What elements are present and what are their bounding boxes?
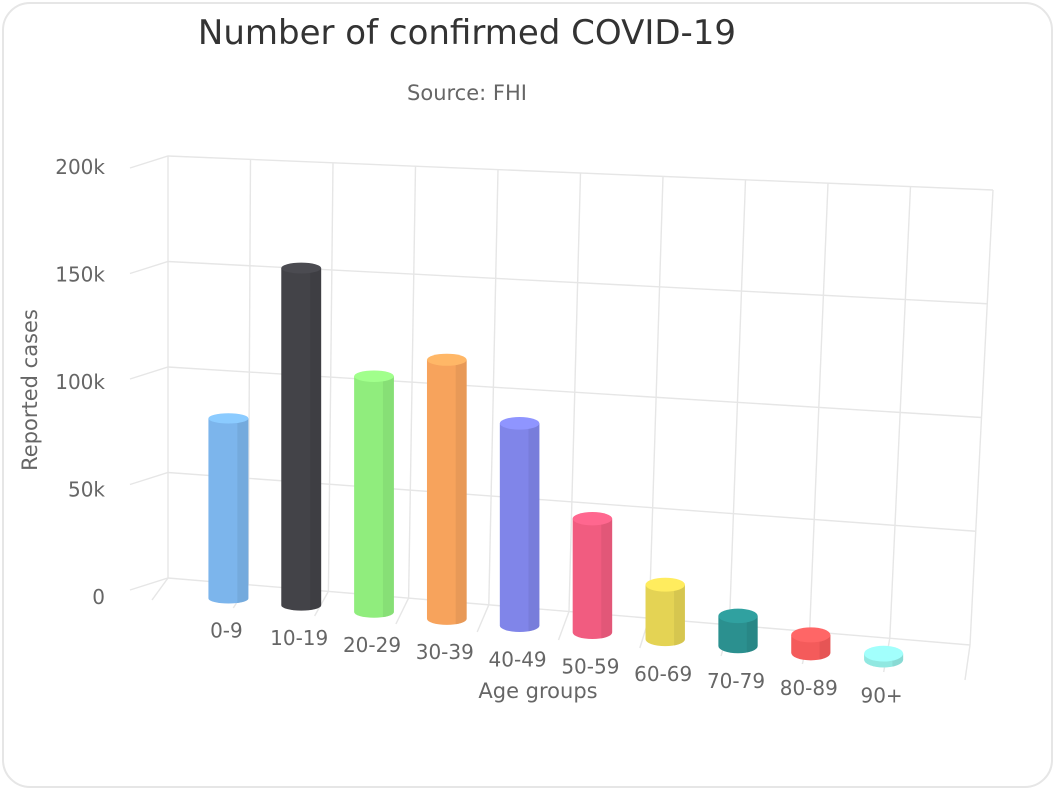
x-tick-label: 40-49: [489, 647, 547, 671]
bar[interactable]: [208, 413, 249, 604]
gridline: [728, 179, 747, 625]
gridline: [129, 155, 994, 191]
gridline: [129, 577, 971, 646]
bar[interactable]: [354, 370, 394, 618]
bar[interactable]: [718, 608, 758, 654]
gridline: [488, 169, 499, 605]
y-tick-label: 150k: [55, 263, 105, 287]
bar[interactable]: [281, 262, 322, 611]
gridline: [648, 176, 664, 619]
chart-title: Number of confirmed COVID-19: [198, 13, 736, 53]
gridline: [407, 166, 417, 599]
x-tick-label: 80-89: [780, 676, 838, 700]
gridline: [568, 172, 582, 612]
gridline: [247, 159, 252, 585]
x-axis-ticks: 0-9 10-19 20-29 30-39 40-49 50-59 60-69 70-79 80…: [210, 619, 903, 708]
gridlines: [129, 155, 994, 681]
chart-subtitle: Source: FHI: [407, 81, 527, 105]
x-tick-label: 10-19: [270, 626, 328, 650]
y-tick-label: 100k: [55, 370, 105, 394]
bar[interactable]: [426, 353, 467, 625]
y-axis-title: Reported cases: [18, 309, 42, 471]
y-tick-label: 50k: [68, 478, 105, 502]
x-tick-label: 20-29: [343, 633, 401, 657]
bar[interactable]: [645, 577, 685, 647]
x-tick-label: 50-59: [561, 655, 619, 679]
bar[interactable]: [791, 627, 831, 661]
y-tick-label: 0: [92, 585, 105, 609]
gridline: [129, 471, 976, 532]
y-tick-label: 200k: [55, 155, 105, 179]
gridline: [151, 577, 169, 601]
bars: [208, 262, 904, 668]
gridline: [808, 183, 829, 632]
gridline: [476, 604, 490, 633]
gridline: [964, 644, 971, 681]
x-axis-title: Age groups: [478, 679, 597, 703]
gridline: [313, 591, 330, 617]
x-tick-label: 30-39: [416, 640, 474, 664]
gridline: [395, 597, 410, 625]
y-axis-ticks: 0 50k 100k 150k 200k: [55, 155, 105, 609]
gridline: [889, 186, 912, 639]
bar[interactable]: [864, 645, 904, 668]
x-tick-label: 60-69: [634, 662, 692, 686]
x-tick-label: 70-79: [707, 669, 765, 693]
x-tick-label: 90+: [860, 683, 902, 707]
gridline: [969, 189, 994, 646]
gridline: [129, 260, 988, 305]
gridline: [327, 162, 334, 592]
gridline: [129, 366, 982, 419]
x-tick-label: 0-9: [210, 619, 243, 643]
gridline: [557, 611, 570, 641]
bar[interactable]: [572, 512, 613, 640]
bar[interactable]: [499, 416, 540, 632]
